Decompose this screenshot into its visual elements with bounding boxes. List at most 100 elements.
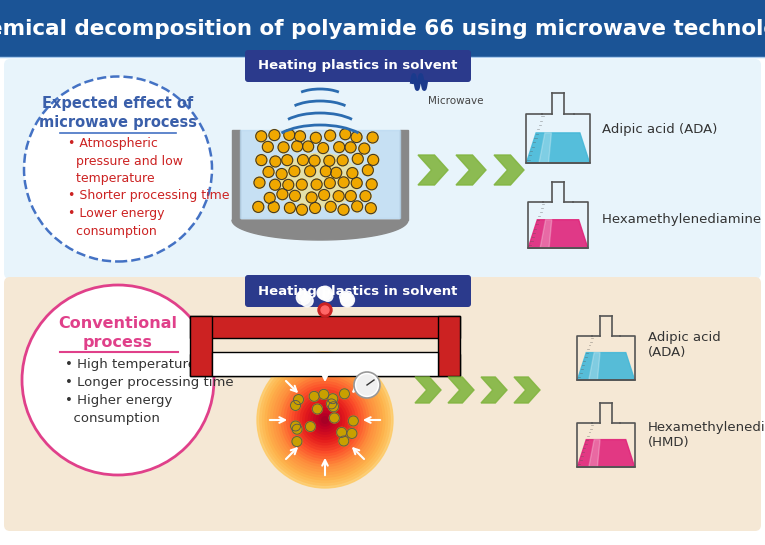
Circle shape <box>308 403 342 437</box>
Circle shape <box>265 360 385 480</box>
Circle shape <box>309 391 319 401</box>
Circle shape <box>312 404 322 414</box>
Text: Hexamethylenediamine  (HMD): Hexamethylenediamine (HMD) <box>602 213 765 226</box>
Circle shape <box>298 292 308 301</box>
FancyBboxPatch shape <box>190 316 460 338</box>
Circle shape <box>354 372 380 398</box>
Polygon shape <box>578 353 635 380</box>
Circle shape <box>285 202 295 213</box>
Polygon shape <box>589 353 600 380</box>
Circle shape <box>337 427 347 438</box>
Polygon shape <box>448 377 474 403</box>
Circle shape <box>289 166 300 177</box>
Circle shape <box>257 352 393 488</box>
FancyBboxPatch shape <box>245 50 471 82</box>
Circle shape <box>311 406 339 434</box>
Circle shape <box>269 202 279 213</box>
Circle shape <box>351 131 362 143</box>
Circle shape <box>278 373 372 467</box>
Circle shape <box>298 392 353 447</box>
Circle shape <box>352 201 363 212</box>
Circle shape <box>256 155 267 166</box>
Circle shape <box>256 131 267 142</box>
Polygon shape <box>589 440 600 467</box>
Circle shape <box>311 179 322 190</box>
Circle shape <box>304 166 316 177</box>
Circle shape <box>311 132 321 143</box>
Circle shape <box>366 179 377 190</box>
Ellipse shape <box>24 76 212 262</box>
Polygon shape <box>232 220 408 240</box>
Circle shape <box>305 401 344 440</box>
Circle shape <box>330 413 340 423</box>
Text: Adipic acid (ADA): Adipic acid (ADA) <box>602 124 718 136</box>
Circle shape <box>321 306 329 314</box>
Circle shape <box>319 389 329 399</box>
Circle shape <box>254 177 265 188</box>
Circle shape <box>289 190 301 201</box>
Circle shape <box>284 379 366 461</box>
Circle shape <box>351 178 362 189</box>
FancyBboxPatch shape <box>4 59 761 279</box>
Circle shape <box>310 203 321 214</box>
Polygon shape <box>240 130 400 218</box>
Circle shape <box>340 292 350 302</box>
Circle shape <box>325 201 336 213</box>
Circle shape <box>282 376 369 464</box>
Text: Heating plastics in solvent: Heating plastics in solvent <box>259 59 457 72</box>
Circle shape <box>340 129 351 140</box>
Circle shape <box>317 143 329 154</box>
Circle shape <box>283 179 294 190</box>
Text: Heating plastics in solvent: Heating plastics in solvent <box>259 284 457 298</box>
Circle shape <box>300 395 350 445</box>
Circle shape <box>314 409 337 432</box>
Circle shape <box>269 179 281 190</box>
Circle shape <box>345 142 356 153</box>
Text: Expected effect of
microwave process: Expected effect of microwave process <box>39 96 197 130</box>
Circle shape <box>291 421 301 431</box>
Polygon shape <box>400 130 408 220</box>
Circle shape <box>368 154 379 166</box>
Circle shape <box>295 131 305 142</box>
Circle shape <box>277 189 288 199</box>
FancyBboxPatch shape <box>190 354 460 376</box>
Polygon shape <box>481 377 507 403</box>
Circle shape <box>317 287 329 299</box>
Circle shape <box>301 295 313 307</box>
Circle shape <box>269 130 280 141</box>
Circle shape <box>348 416 358 426</box>
Polygon shape <box>456 155 486 185</box>
FancyBboxPatch shape <box>0 0 765 57</box>
Circle shape <box>321 416 328 423</box>
Circle shape <box>292 437 302 446</box>
Polygon shape <box>514 377 540 403</box>
Circle shape <box>284 130 295 141</box>
Circle shape <box>268 363 382 477</box>
Polygon shape <box>415 377 441 403</box>
Circle shape <box>287 382 363 458</box>
Circle shape <box>297 204 308 215</box>
Circle shape <box>338 204 349 215</box>
Polygon shape <box>540 220 552 249</box>
Circle shape <box>305 422 315 432</box>
Circle shape <box>319 414 331 426</box>
Circle shape <box>330 167 342 178</box>
Circle shape <box>316 411 334 429</box>
Circle shape <box>327 393 338 404</box>
Circle shape <box>347 167 358 179</box>
Circle shape <box>357 375 377 395</box>
Circle shape <box>360 191 371 202</box>
Circle shape <box>273 368 377 472</box>
Circle shape <box>328 402 338 411</box>
Circle shape <box>321 166 331 177</box>
Circle shape <box>298 155 308 166</box>
Circle shape <box>291 141 303 152</box>
Circle shape <box>324 178 335 189</box>
Circle shape <box>259 355 390 485</box>
Circle shape <box>263 166 274 178</box>
Circle shape <box>296 290 311 305</box>
Circle shape <box>294 395 304 404</box>
Polygon shape <box>494 155 524 185</box>
Circle shape <box>334 191 344 202</box>
Circle shape <box>341 294 353 306</box>
